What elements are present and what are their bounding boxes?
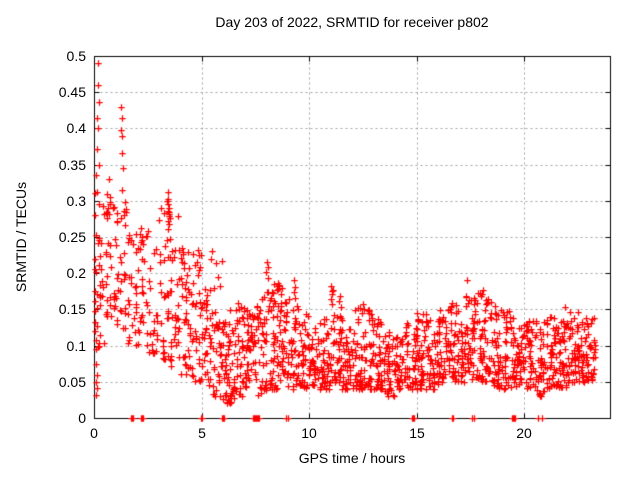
- y-tick-label: 0.45: [58, 84, 86, 100]
- y-tick-label: 0.5: [66, 48, 86, 64]
- x-tick-label: 20: [516, 425, 532, 441]
- x-tick-label: 5: [198, 425, 206, 441]
- y-tick-label: 0.4: [66, 120, 86, 136]
- x-tick-label: 10: [301, 425, 317, 441]
- y-tick-label: 0.3: [66, 193, 86, 209]
- y-tick-label: 0.05: [58, 374, 86, 390]
- y-tick-label: 0: [78, 410, 86, 426]
- chart-title: Day 203 of 2022, SRMTID for receiver p80…: [215, 14, 489, 30]
- y-tick-label: 0.35: [58, 157, 86, 173]
- y-tick-label: 0.1: [66, 338, 86, 354]
- x-tick-label: 15: [409, 425, 425, 441]
- x-tick-label: 0: [90, 425, 98, 441]
- x-axis-title: GPS time / hours: [298, 450, 406, 466]
- y-tick-label: 0.15: [58, 301, 86, 317]
- y-tick-label: 0.25: [58, 229, 86, 245]
- y-tick-label: 0.2: [66, 265, 86, 281]
